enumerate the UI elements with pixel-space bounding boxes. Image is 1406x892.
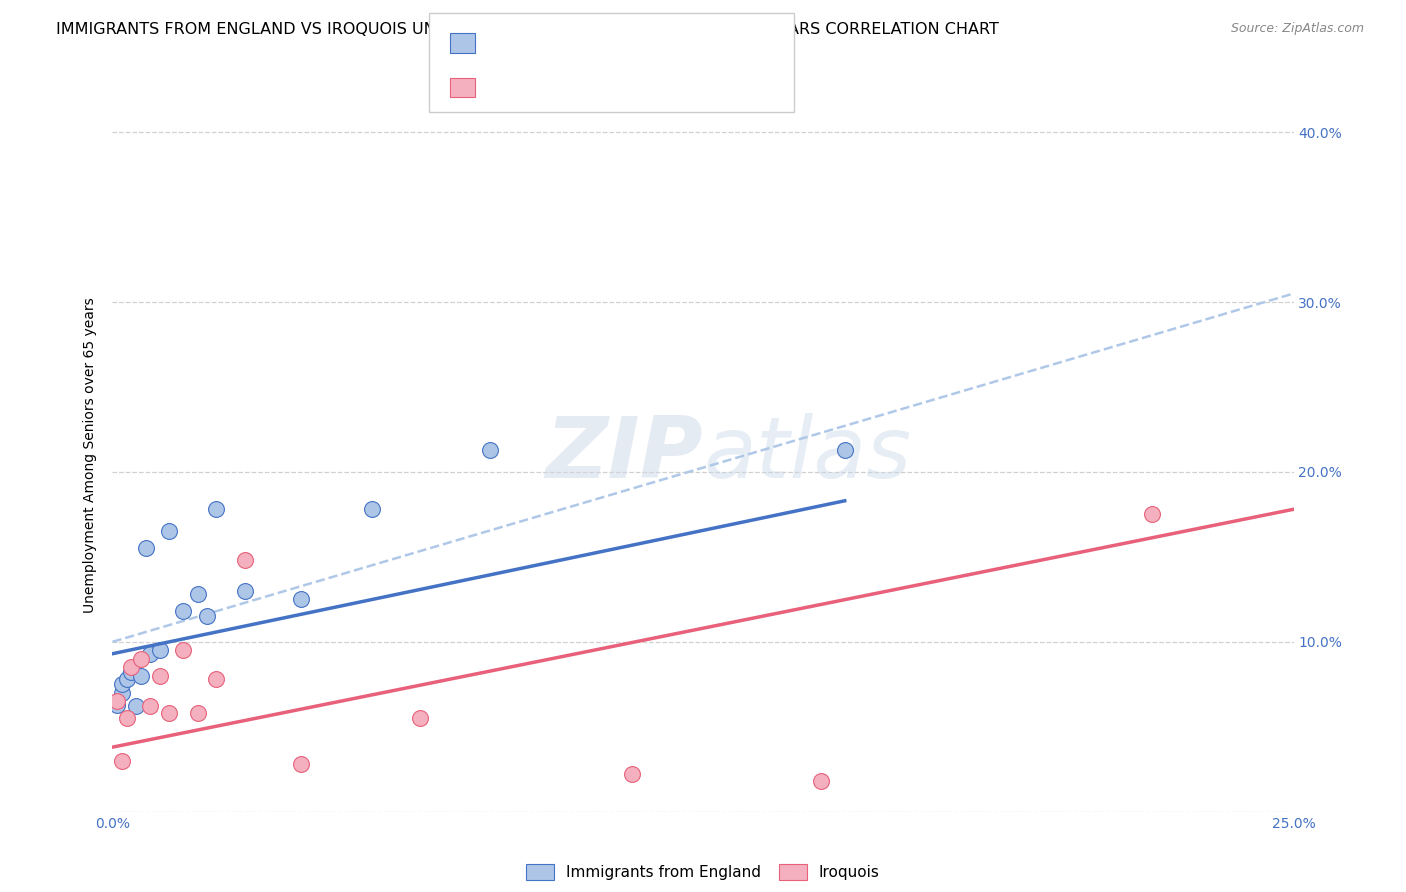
Legend: Immigrants from England, Iroquois: Immigrants from England, Iroquois: [520, 858, 886, 886]
Point: [115, 711, 138, 725]
Text: atlas: atlas: [703, 413, 911, 497]
Point: [361, 502, 384, 516]
Point: [205, 672, 228, 686]
Point: [111, 754, 134, 768]
Point: [129, 652, 152, 666]
Point: [105, 694, 128, 708]
Text: N =: N =: [605, 78, 644, 96]
Point: [157, 706, 180, 721]
Text: R =: R =: [489, 78, 529, 96]
Point: [195, 609, 218, 624]
Text: 0.518: 0.518: [531, 78, 589, 96]
Text: 0.190: 0.190: [531, 34, 588, 52]
Text: Source: ZipAtlas.com: Source: ZipAtlas.com: [1230, 22, 1364, 36]
Point: [408, 711, 430, 725]
Point: [172, 643, 194, 657]
Point: [233, 553, 256, 567]
Point: [186, 706, 208, 721]
Point: [111, 686, 134, 700]
Point: [115, 672, 138, 686]
Point: [834, 442, 856, 457]
Point: [810, 774, 832, 789]
Point: [621, 767, 644, 781]
Point: [105, 698, 128, 712]
Point: [233, 583, 256, 598]
Point: [120, 665, 142, 680]
Point: [139, 647, 162, 661]
Point: [290, 757, 312, 772]
Point: [1140, 508, 1163, 522]
Point: [172, 604, 194, 618]
Point: [111, 677, 134, 691]
Point: [186, 587, 208, 601]
Text: ZIP: ZIP: [546, 413, 703, 497]
Text: N =: N =: [605, 34, 644, 52]
Text: 20: 20: [644, 34, 669, 52]
Point: [139, 699, 162, 714]
Point: [120, 660, 142, 674]
Y-axis label: Unemployment Among Seniors over 65 years: Unemployment Among Seniors over 65 years: [83, 297, 97, 613]
Point: [125, 699, 148, 714]
Text: R =: R =: [489, 34, 529, 52]
Point: [135, 541, 157, 556]
Point: [205, 502, 228, 516]
Point: [129, 669, 152, 683]
Text: 17: 17: [644, 78, 669, 96]
Point: [479, 442, 502, 457]
Point: [149, 669, 172, 683]
Point: [290, 592, 312, 607]
Point: [149, 643, 172, 657]
Point: [157, 524, 180, 539]
Text: IMMIGRANTS FROM ENGLAND VS IROQUOIS UNEMPLOYMENT AMONG SENIORS OVER 65 YEARS COR: IMMIGRANTS FROM ENGLAND VS IROQUOIS UNEM…: [56, 22, 1000, 37]
